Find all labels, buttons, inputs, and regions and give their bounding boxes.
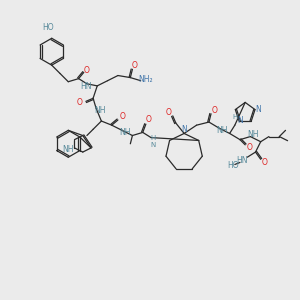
Text: O: O — [84, 66, 90, 75]
Text: O: O — [166, 108, 172, 117]
Text: NH: NH — [62, 146, 74, 154]
Text: HO: HO — [227, 161, 239, 170]
Text: NH: NH — [217, 126, 228, 135]
Text: HN: HN — [236, 156, 248, 165]
Text: O: O — [119, 112, 125, 122]
Text: O: O — [131, 61, 137, 70]
Text: H
N: H N — [151, 135, 156, 148]
Text: O: O — [211, 106, 217, 115]
Text: NH₂: NH₂ — [139, 75, 153, 84]
Text: NH: NH — [94, 106, 106, 115]
Text: HO: HO — [42, 23, 53, 32]
Text: O: O — [77, 98, 82, 107]
Text: O: O — [146, 116, 152, 124]
Text: O: O — [262, 158, 268, 167]
Text: HN: HN — [80, 82, 92, 91]
Text: N: N — [181, 125, 187, 134]
Text: N: N — [237, 116, 243, 124]
Text: NH: NH — [119, 128, 131, 137]
Text: O: O — [246, 143, 252, 152]
Text: N: N — [255, 105, 261, 114]
Text: H: H — [232, 114, 238, 120]
Text: NH: NH — [248, 130, 259, 139]
